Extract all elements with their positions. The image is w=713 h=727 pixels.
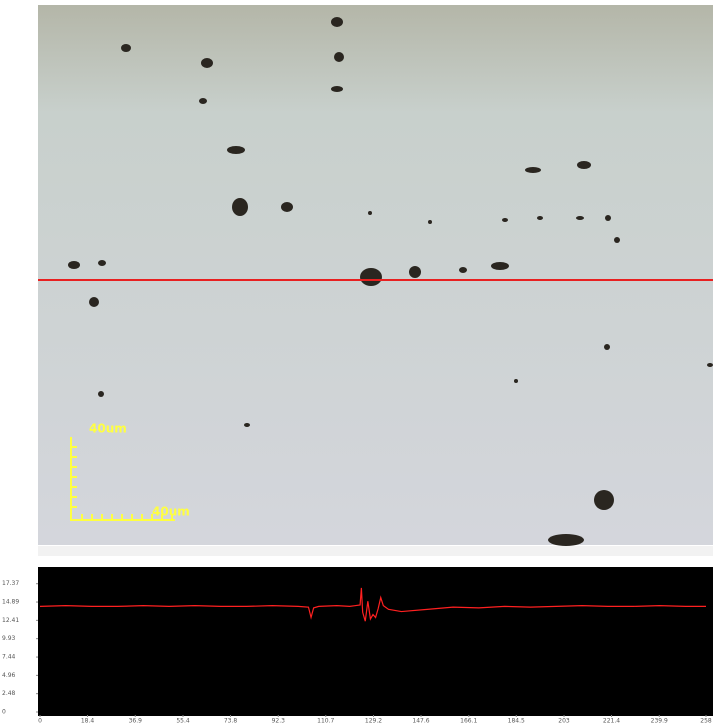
x-tick-label: 166.1 [460, 718, 477, 725]
x-tick-label: 239.9 [651, 718, 668, 725]
x-tick-label: 184.5 [508, 718, 525, 725]
x-tick-label: 221.4 [603, 718, 620, 725]
y-tick-label: 0 [2, 709, 6, 716]
x-tick-label: 36.9 [129, 718, 143, 725]
y-tick-label: 4.96 [2, 672, 16, 679]
x-tick-label: 18.4 [81, 718, 95, 725]
x-tick-label: 129.2 [365, 718, 382, 725]
y-tick-label: 7.44 [2, 654, 16, 661]
x-tick-label: 110.7 [317, 718, 334, 725]
scale-label: 40um [152, 505, 190, 519]
microscope-window: 40um 40um 0 2.48 4.96 7.44 9.93 12.41 14.89 17.… [0, 0, 713, 727]
x-tick-label: 258 [700, 718, 712, 725]
y-tick-label: 2.48 [2, 690, 16, 697]
x-tick-label: 55.4 [176, 718, 190, 725]
y-tick-label: 9.93 [2, 635, 16, 642]
y-tick-label: 14.89 [2, 599, 19, 606]
y-tick-label: 12.41 [2, 617, 19, 624]
x-tick-label: 203 [558, 718, 570, 725]
scale-label: 40um [89, 422, 127, 436]
x-tick-label: 92.3 [272, 718, 286, 725]
x-tick-label: 73.8 [224, 718, 238, 725]
y-tick-label: 17.37 [2, 580, 19, 587]
profile-plot [38, 567, 713, 716]
x-tick-label: 0 [38, 718, 42, 725]
scrollbar[interactable] [38, 546, 713, 556]
micrograph: 40um 40um [38, 5, 713, 546]
x-tick-label: 147.6 [412, 718, 429, 725]
